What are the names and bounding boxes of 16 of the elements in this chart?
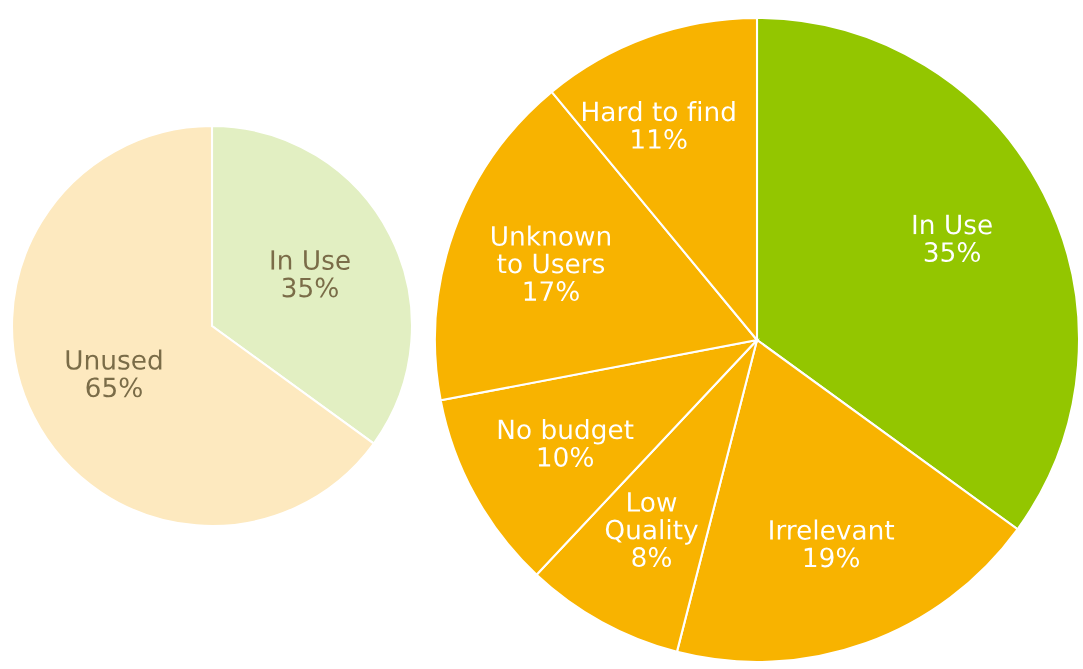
- slice-label: Unused: [66, 349, 162, 370]
- slice-label: Low Quality: [605, 492, 698, 545]
- slice-label: Irrelevant: [770, 519, 895, 540]
- slice-label: No budget: [498, 418, 634, 445]
- data-label: 35%: [282, 277, 338, 298]
- data-label: 10%: [538, 446, 593, 467]
- data-label: 17%: [524, 281, 579, 302]
- slice-label: Unknown to Users: [492, 225, 610, 274]
- data-label: 35%: [924, 242, 980, 263]
- slice-label: Hard to find: [583, 101, 735, 122]
- data-label: 11%: [632, 129, 687, 149]
- slice-label: In Use: [271, 250, 350, 270]
- data-label: 19%: [804, 547, 860, 568]
- data-label: 65%: [86, 377, 142, 398]
- slice-label: In Use: [913, 214, 992, 235]
- data-label: 8%: [632, 547, 671, 568]
